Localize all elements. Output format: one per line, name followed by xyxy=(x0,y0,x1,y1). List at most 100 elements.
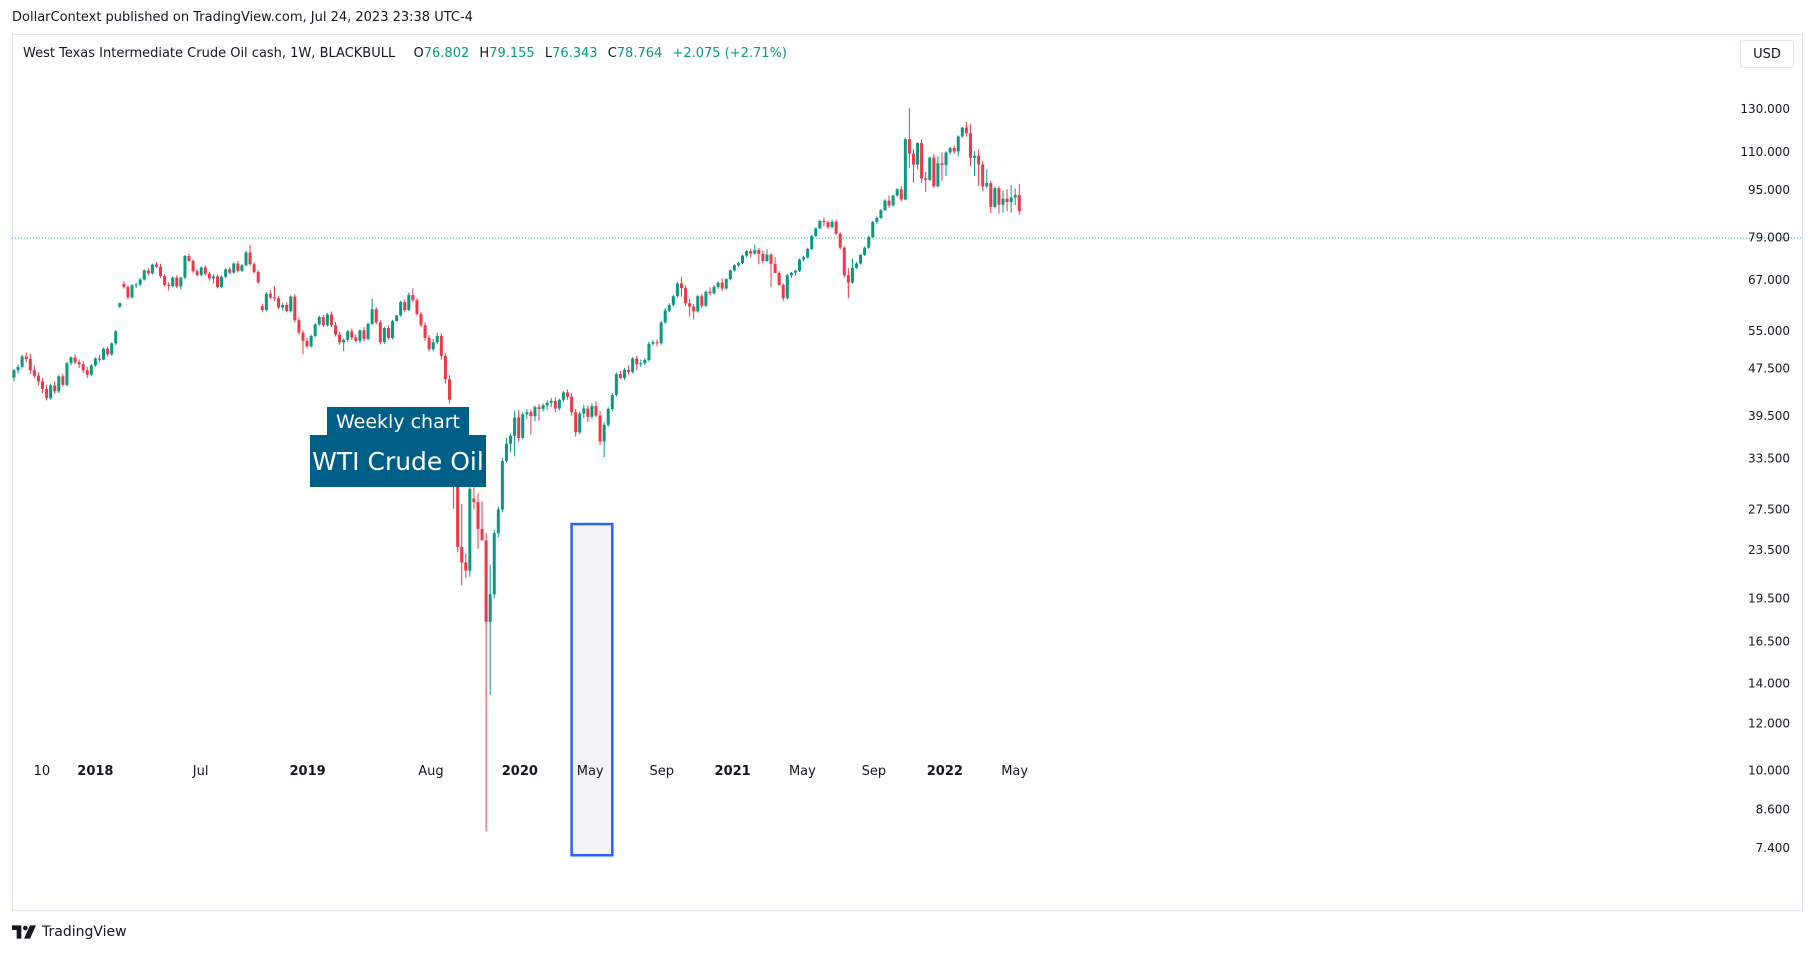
candle[interactable] xyxy=(382,326,386,344)
candle[interactable] xyxy=(871,220,875,239)
candle[interactable] xyxy=(631,356,635,374)
candle[interactable] xyxy=(936,156,940,188)
candle[interactable] xyxy=(69,356,73,366)
candle[interactable] xyxy=(679,276,683,297)
candle[interactable] xyxy=(289,295,293,313)
candle[interactable] xyxy=(460,504,464,586)
candle[interactable] xyxy=(647,341,651,362)
candle[interactable] xyxy=(1001,190,1005,213)
candle[interactable] xyxy=(468,486,472,577)
candle[interactable] xyxy=(549,397,553,408)
candle[interactable] xyxy=(920,139,924,184)
candle[interactable] xyxy=(391,319,395,340)
candle[interactable] xyxy=(960,126,964,138)
candle[interactable] xyxy=(106,346,110,357)
candle[interactable] xyxy=(488,564,492,696)
candle[interactable] xyxy=(228,267,232,275)
candle[interactable] xyxy=(525,409,529,419)
candle[interactable] xyxy=(476,493,480,550)
candle[interactable] xyxy=(903,137,907,201)
candle[interactable] xyxy=(163,273,167,287)
candle[interactable] xyxy=(618,370,622,380)
highlight-box[interactable] xyxy=(570,522,614,857)
candle[interactable] xyxy=(126,284,130,300)
currency-button[interactable]: USD xyxy=(1740,40,1794,68)
candle[interactable] xyxy=(745,250,749,258)
candle[interactable] xyxy=(53,381,57,394)
candle[interactable] xyxy=(623,368,626,380)
candle[interactable] xyxy=(598,411,602,446)
candle[interactable] xyxy=(814,227,818,238)
candle[interactable] xyxy=(822,217,826,227)
candle[interactable] xyxy=(358,329,362,344)
candle[interactable] xyxy=(346,329,350,342)
candle[interactable] xyxy=(671,294,675,307)
candle[interactable] xyxy=(20,354,24,369)
candle[interactable] xyxy=(89,363,93,377)
candle[interactable] xyxy=(700,293,704,308)
candle[interactable] xyxy=(789,271,793,278)
candle[interactable] xyxy=(114,329,118,346)
candle[interactable] xyxy=(277,296,281,310)
candle[interactable] xyxy=(757,248,761,265)
candle[interactable] xyxy=(65,361,69,387)
candle[interactable] xyxy=(110,342,114,356)
candle[interactable] xyxy=(370,298,374,326)
candle[interactable] xyxy=(496,506,500,538)
candle[interactable] xyxy=(36,372,40,386)
candle[interactable] xyxy=(150,263,154,275)
candle[interactable] xyxy=(765,249,769,263)
candle[interactable] xyxy=(521,412,525,440)
candle[interactable] xyxy=(399,300,403,317)
candle[interactable] xyxy=(138,277,142,287)
candle[interactable] xyxy=(948,146,952,155)
candle[interactable] xyxy=(761,250,765,263)
candle[interactable] xyxy=(769,253,773,288)
candle[interactable] xyxy=(1009,184,1013,213)
candle[interactable] xyxy=(997,186,1001,214)
candle[interactable] xyxy=(118,302,122,308)
candle[interactable] xyxy=(191,259,195,273)
candle[interactable] xyxy=(329,311,333,328)
candle[interactable] xyxy=(142,269,146,281)
candle[interactable] xyxy=(480,501,484,541)
candle[interactable] xyxy=(777,271,781,287)
candle[interactable] xyxy=(712,284,716,295)
candle[interactable] xyxy=(684,285,688,307)
candle[interactable] xyxy=(435,332,439,344)
candle[interactable] xyxy=(708,287,712,296)
candle[interactable] xyxy=(692,304,696,320)
candle[interactable] xyxy=(244,251,248,267)
candle[interactable] xyxy=(297,317,301,335)
candle[interactable] xyxy=(187,253,191,263)
candle[interactable] xyxy=(720,278,724,291)
candle[interactable] xyxy=(419,311,423,328)
candle[interactable] xyxy=(529,409,533,435)
candle[interactable] xyxy=(240,264,244,272)
candle[interactable] xyxy=(509,433,513,452)
candle[interactable] xyxy=(606,407,610,427)
candle[interactable] xyxy=(570,393,574,416)
candle[interactable] xyxy=(545,400,549,410)
candle[interactable] xyxy=(728,269,732,281)
tradingview-logo[interactable]: TradingView xyxy=(12,924,127,940)
candle[interactable] xyxy=(863,246,867,257)
candle[interactable] xyxy=(944,151,948,177)
candle[interactable] xyxy=(818,219,822,230)
candle[interactable] xyxy=(940,152,944,181)
candle[interactable] xyxy=(883,199,887,212)
candle[interactable] xyxy=(16,364,20,374)
candle[interactable] xyxy=(1005,189,1009,212)
candle[interactable] xyxy=(195,269,199,277)
candle[interactable] xyxy=(154,262,158,268)
candle[interactable] xyxy=(272,285,276,301)
candle[interactable] xyxy=(28,353,32,375)
candle[interactable] xyxy=(688,298,692,317)
candle[interactable] xyxy=(338,331,342,345)
candle[interactable] xyxy=(802,255,806,262)
candle[interactable] xyxy=(264,292,268,312)
candle[interactable] xyxy=(1017,183,1021,215)
candle[interactable] xyxy=(313,322,317,338)
candle[interactable] xyxy=(846,268,850,299)
